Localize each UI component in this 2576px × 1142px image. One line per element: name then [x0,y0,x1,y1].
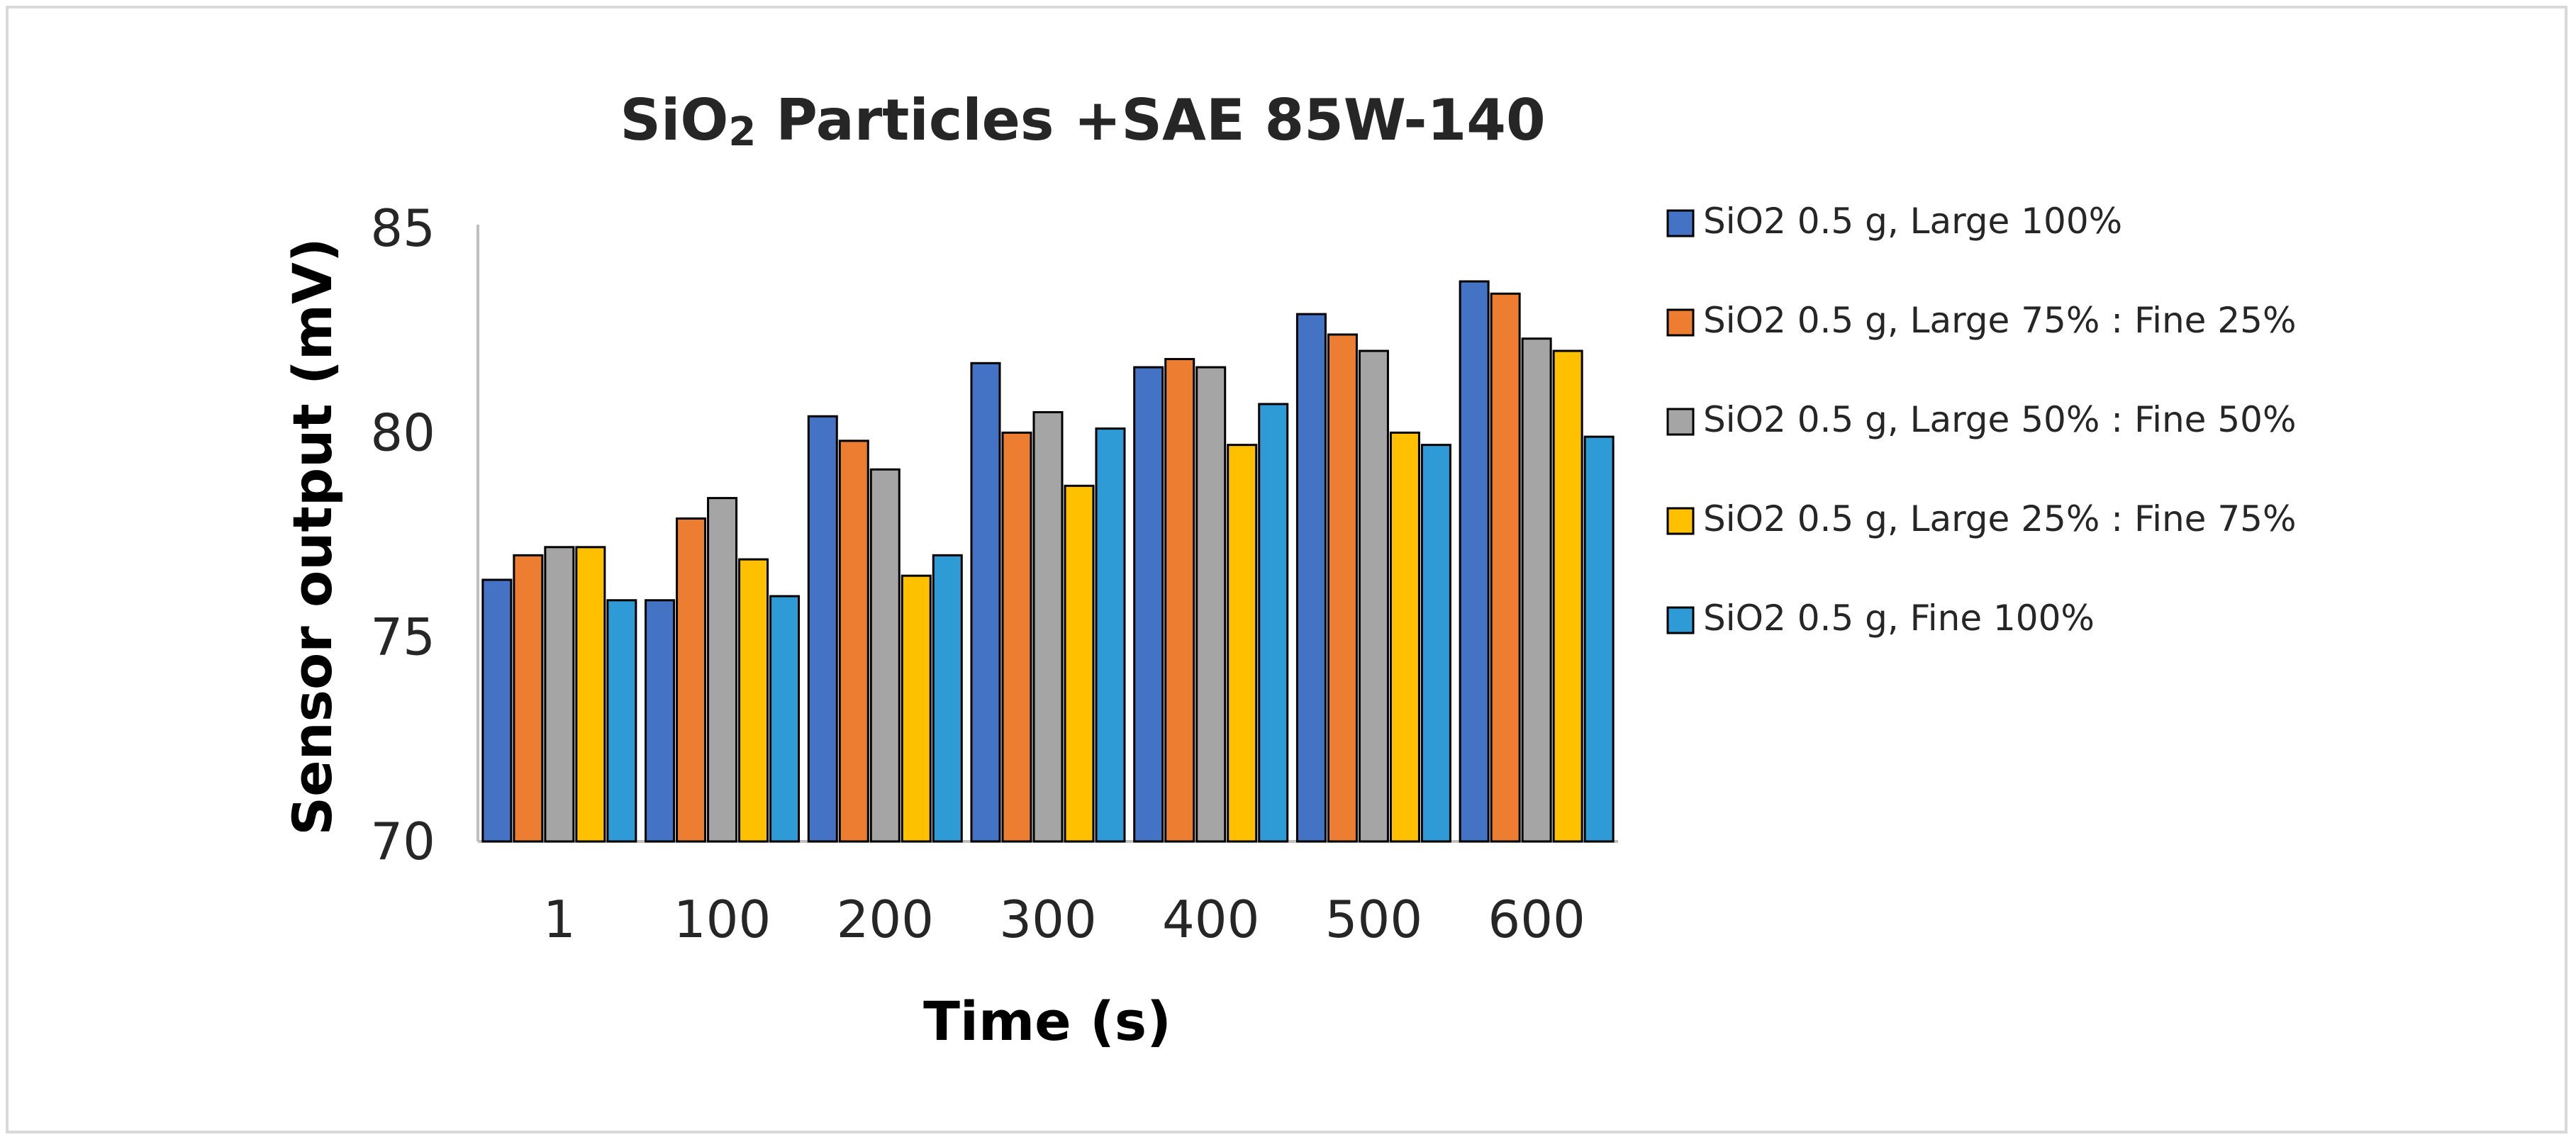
plot-area: 70 75 80 85 1 100 200 300 400 500 600 [370,198,1618,949]
bar-1-1 [481,578,513,843]
bar-2-100 [676,517,707,843]
legend: SiO2 0.5 g, Large 100% SiO2 0.5 g, Large … [1666,201,2296,639]
bar-4-400 [1227,444,1258,843]
y-tick-label: 85 [370,198,435,258]
bar-1-500 [1295,313,1327,843]
bar-5-400 [1258,403,1289,843]
legend-label: SiO2 0.5 g, Large 100% [1703,201,2122,242]
bar-1-100 [645,599,676,843]
bar-5-200 [932,554,963,843]
bar-1-600 [1459,280,1490,843]
bar-5-300 [1095,427,1126,843]
y-axis-title: Sensor output (mV) [281,237,344,835]
bar-2-400 [1164,358,1195,843]
bar-5-100 [769,595,801,843]
y-tick-label: 75 [370,608,435,667]
x-tick-label: 600 [1488,890,1585,949]
x-tick-label: 100 [674,890,771,949]
x-tick-label: 1 [543,890,576,949]
bar-4-200 [901,574,932,843]
bar-1-200 [807,415,838,843]
legend-swatch [1666,209,1695,237]
x-axis-title: Time (s) [923,990,1171,1053]
bar-4-300 [1064,484,1095,843]
x-tick-label: 200 [837,890,934,949]
bar-3-600 [1521,337,1552,843]
legend-label: SiO2 0.5 g, Large 25% : Fine 75% [1703,498,2296,539]
y-tick-label: 80 [370,403,435,462]
bar-2-1 [513,554,544,843]
bar-3-200 [869,468,901,843]
bar-3-500 [1358,349,1389,843]
legend-label: SiO2 0.5 g, Large 50% : Fine 50% [1703,399,2296,440]
legend-swatch [1666,507,1695,535]
bar-2-500 [1327,333,1358,843]
bar-2-300 [1001,431,1032,843]
chart-frame: SiO2 Particles +SAE 85W-140 70 75 80 85 1 100… [6,6,2567,1133]
y-tick-label: 70 [370,812,435,871]
bar-1-300 [970,362,1001,843]
bar-2-200 [838,440,869,843]
bar-5-1 [606,599,637,843]
legend-swatch [1666,408,1695,436]
bar-1-400 [1133,366,1164,843]
bar-3-100 [707,497,738,843]
bar-3-1 [544,546,575,843]
bar-5-500 [1420,444,1451,843]
chart-title-subscript: 2 [728,109,756,155]
legend-swatch [1666,606,1695,634]
x-tick-label: 400 [1162,890,1259,949]
legend-swatch [1666,308,1695,337]
legend-label: SiO2 0.5 g, Fine 100% [1703,598,2095,639]
bar-2-600 [1490,292,1521,843]
bar-4-500 [1389,431,1420,843]
bar-4-600 [1552,349,1583,843]
x-tick-label: 500 [1325,890,1422,949]
bar-4-100 [738,558,769,843]
chart-title: SiO2 Particles +SAE 85W-140 [620,87,1545,155]
bar-3-300 [1032,411,1064,843]
chart-title-rest: Particles +SAE 85W-140 [756,87,1545,153]
bar-3-400 [1195,366,1227,843]
x-tick-label: 300 [999,890,1096,949]
legend-label: SiO2 0.5 g, Large 75% : Fine 25% [1703,300,2296,341]
chart-title-main: SiO [620,87,728,153]
bar-4-1 [575,546,606,843]
bar-5-600 [1583,435,1615,843]
chart-svg: SiO2 Particles +SAE 85W-140 70 75 80 85 1 100… [281,87,2296,1053]
